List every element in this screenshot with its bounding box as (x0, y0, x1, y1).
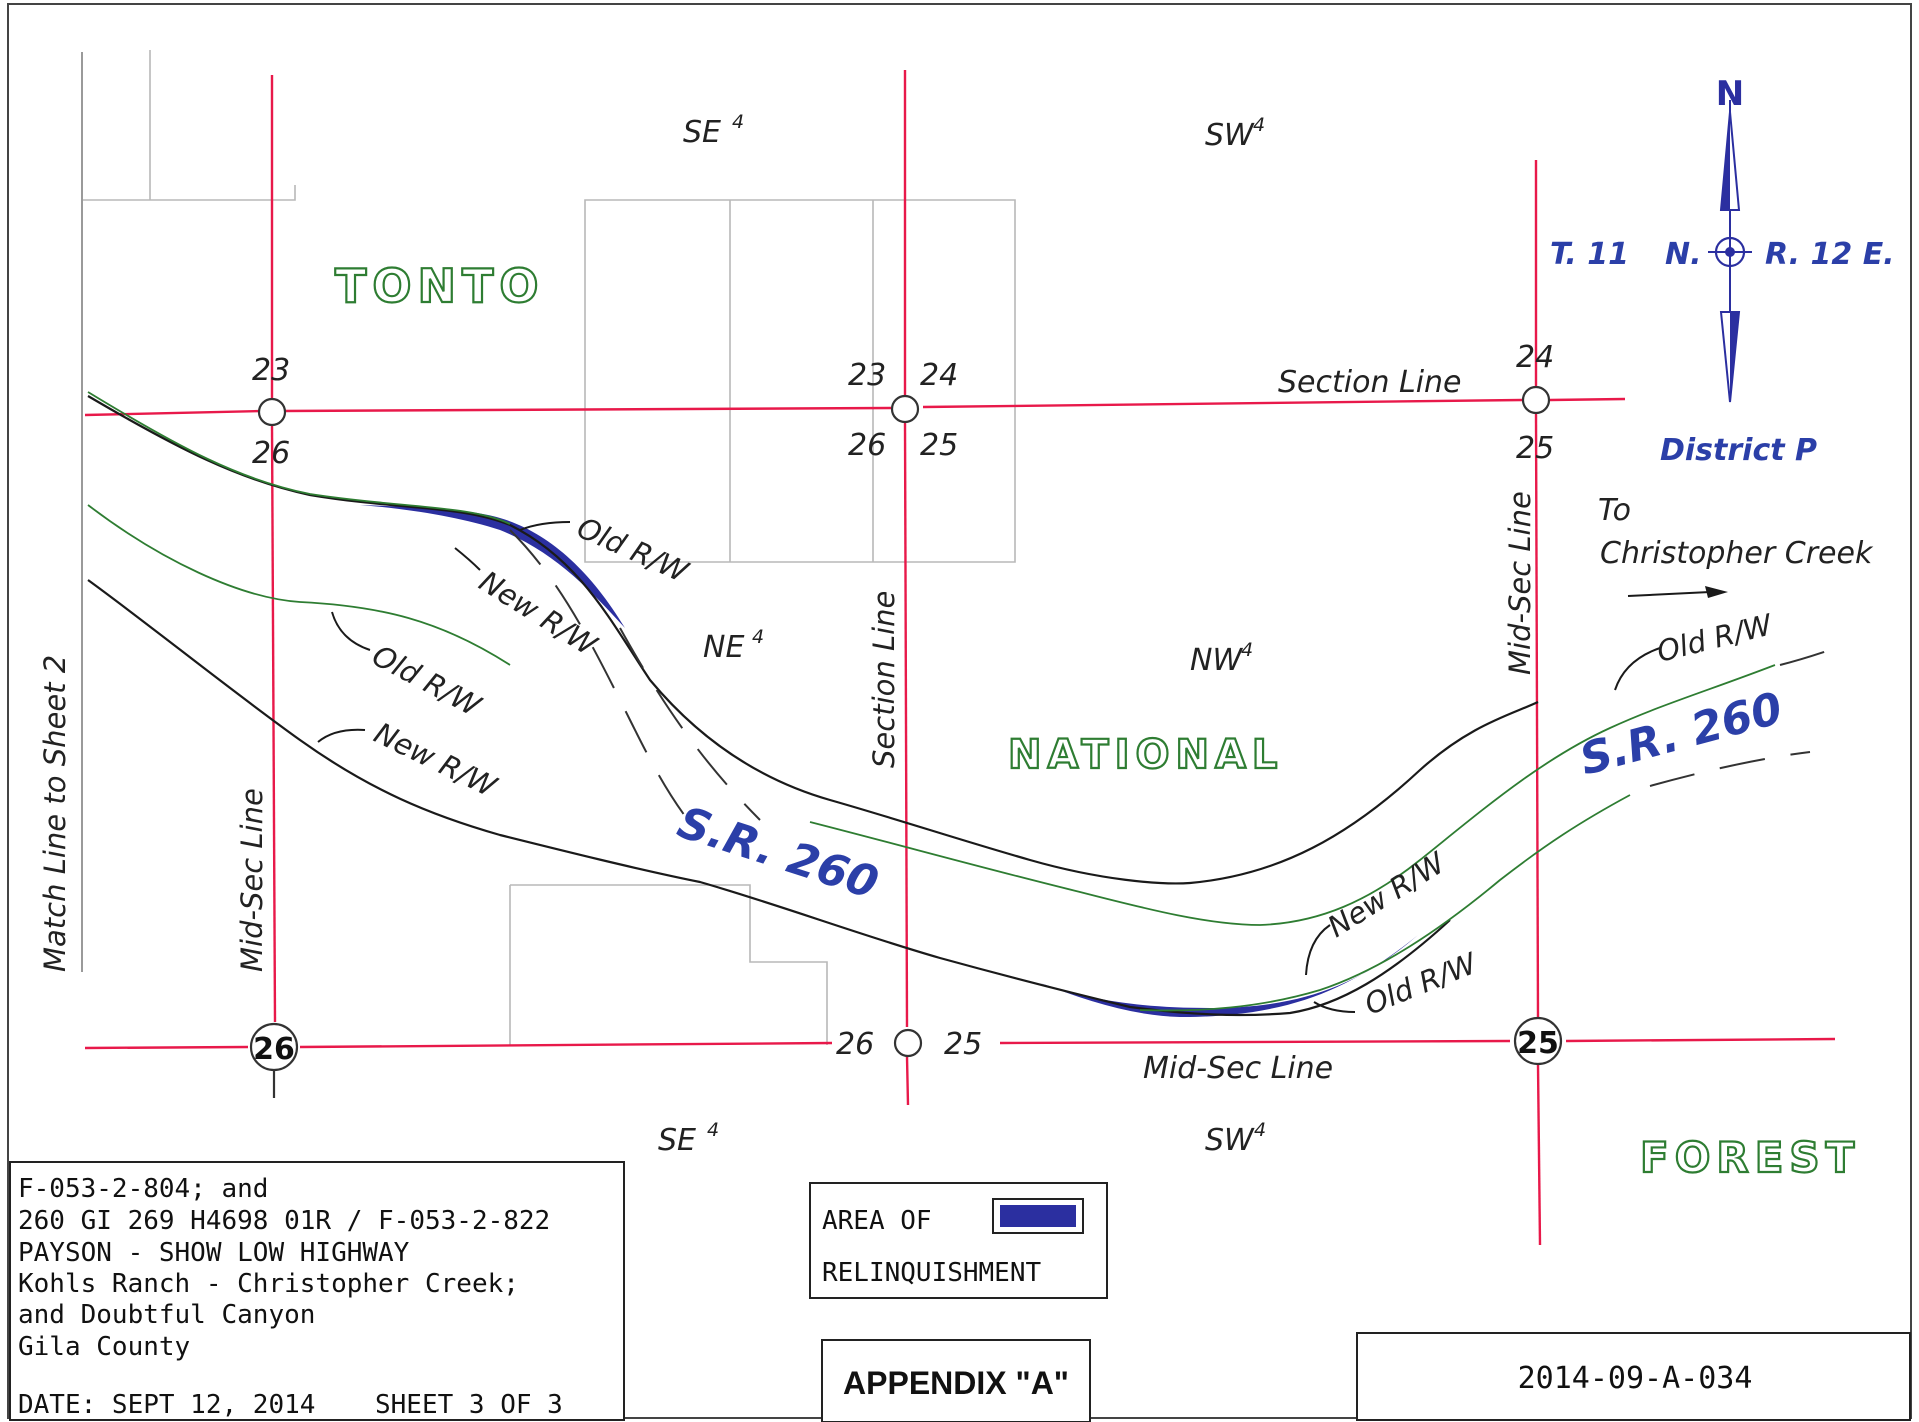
old-rw-north-line (87, 391, 511, 525)
corner-24-25-east (1521, 385, 1551, 415)
old-rw-south-line (87, 504, 511, 666)
svg-text:4: 4 (732, 111, 744, 133)
quarter-label-se-top: SE (683, 115, 721, 150)
direction-destination: Christopher Creek (1600, 536, 1874, 571)
relinquishment-area-south (1040, 935, 1418, 1018)
appendix-label: APPENDIX "A" (843, 1365, 1069, 1401)
forest-name-forest: FOREST (1640, 1133, 1860, 1182)
svg-text:25: 25 (1516, 431, 1554, 466)
north-abbrev-label: N. (1665, 237, 1702, 272)
new-rw-label-2: New R/W (369, 716, 503, 805)
title-block (9, 1161, 625, 1421)
svg-text:26: 26 (836, 1027, 874, 1062)
old-rw-dashed (509, 529, 1831, 836)
quarter-label-sw-bottom: SW (1205, 1123, 1255, 1158)
forest-name-national: NATIONAL (1008, 732, 1283, 778)
section-corners (249, 385, 1563, 1072)
mid-sec-line-label-bottom: Mid-Sec Line (1143, 1051, 1333, 1086)
svg-text:260 GI 269 H4698 01R / F-053-2: 260 GI 269 H4698 01R / F-053-2-822 (18, 1206, 550, 1236)
corner-25-circled (1513, 1016, 1563, 1066)
title-block-lines: F-053-2-804; and 260 GI 269 H4698 01R / … (18, 1174, 563, 1420)
svg-text:4: 4 (1253, 114, 1265, 136)
relinquishment-area-north (360, 505, 625, 628)
section-line-label-top: Section Line (1278, 365, 1462, 400)
appendix-box (821, 1339, 1091, 1422)
forest-name-tonto: TONTO (335, 259, 544, 313)
document-number-box (1356, 1332, 1911, 1421)
svg-text:PAYSON - SHOW LOW HIGHWAY: PAYSON - SHOW LOW HIGHWAY (18, 1238, 410, 1268)
corner-26-25-bottom (893, 1028, 923, 1058)
legend-line-1: AREA OF (822, 1206, 932, 1236)
north-arrow-icon (1708, 100, 1752, 403)
svg-text:Gila County: Gila County (18, 1332, 190, 1362)
svg-text:4: 4 (752, 626, 764, 648)
old-rw-highway-north (809, 664, 1776, 926)
district-label: District P (1660, 433, 1817, 468)
svg-text:F-053-2-804; and: F-053-2-804; and (18, 1174, 268, 1204)
new-rw-south-line (87, 579, 1451, 1017)
quarter-label-ne: NE (703, 630, 744, 665)
svg-text:24: 24 (920, 358, 958, 393)
svg-text:26: 26 (253, 1032, 295, 1067)
old-rw-label-1: Old R/W (572, 510, 694, 589)
route-label-sr260-east: S.R. 260 (1575, 683, 1788, 786)
corner-23-24-26-25 (890, 394, 920, 424)
section-lines (84, 70, 1836, 1246)
svg-text:25: 25 (944, 1027, 982, 1062)
old-rw-label-2: Old R/W (367, 638, 488, 724)
sheet-label: SHEET 3 OF 3 (375, 1390, 563, 1420)
svg-text:and Doubtful Canyon: and Doubtful Canyon (18, 1300, 315, 1330)
mid-sec-line-label-left: Mid-Sec Line (235, 788, 269, 972)
north-letter: N (1716, 74, 1744, 114)
corner-23-26-west (257, 397, 287, 427)
quarter-labels: SE 4 SW 4 NE 4 NW 4 SE 4 SW 4 (658, 111, 1266, 1158)
old-rw-label-4: Old R/W (1360, 946, 1483, 1022)
direction-to: To (1598, 493, 1631, 528)
parcel-lines (82, 50, 1016, 1045)
svg-text:26: 26 (848, 428, 886, 463)
label-arrows (317, 521, 1711, 1013)
route-label-sr260-west: S.R. 260 (672, 797, 885, 909)
match-line-label: Match Line to Sheet 2 (38, 655, 72, 972)
old-rw-label-3: Old R/W (1653, 607, 1776, 669)
svg-text:4: 4 (707, 1119, 719, 1141)
quarter-label-nw: NW (1190, 643, 1243, 678)
new-rw-north-line (87, 395, 1539, 885)
old-rw-highway-south (1139, 794, 1631, 1012)
quarter-label-se-bottom: SE (658, 1123, 696, 1158)
township-label: T. 11 (1550, 237, 1629, 272)
svg-text:4: 4 (1241, 639, 1253, 661)
date-label: DATE: SEPT 12, 2014 (18, 1390, 315, 1420)
svg-text:25: 25 (1517, 1026, 1559, 1061)
legend-line-2: RELINQUISHMENT (822, 1258, 1041, 1288)
document-number: 2014-09-A-034 (1518, 1361, 1753, 1396)
new-rw-label-3: New R/W (1322, 845, 1452, 944)
svg-text:24: 24 (1516, 340, 1554, 375)
svg-text:4: 4 (1254, 1119, 1266, 1141)
svg-text:23: 23 (252, 353, 290, 388)
svg-text:26: 26 (252, 436, 290, 471)
quarter-label-sw-top: SW (1205, 118, 1255, 153)
right-of-way-lines (87, 395, 1539, 1017)
section-line-label-vertical: Section Line (867, 591, 901, 768)
section-numbers: 23 26 23 24 26 25 24 25 26 26 25 25 (252, 340, 1559, 1067)
svg-text:25: 25 (920, 428, 958, 463)
old-rw-lines (87, 391, 1776, 1012)
mid-sec-line-label-right: Mid-Sec Line (1503, 491, 1537, 675)
range-label: R. 12 E. (1765, 237, 1895, 272)
svg-text:23: 23 (848, 358, 886, 393)
svg-text:Kohls Ranch - Christopher Cree: Kohls Ranch - Christopher Creek; (18, 1269, 519, 1299)
